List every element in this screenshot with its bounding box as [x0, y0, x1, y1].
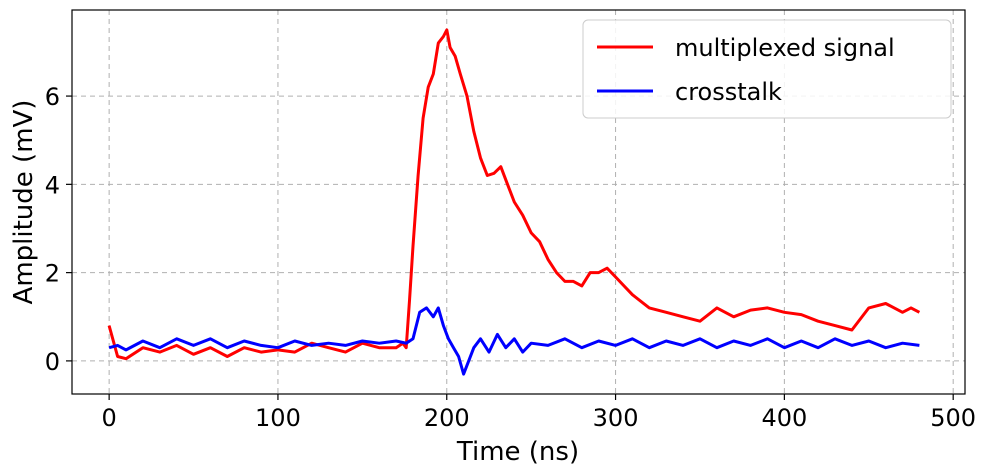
- x-tick-label: 400: [761, 404, 807, 432]
- ticks: 0 100 200 300 400 500 0 2 4 6: [45, 83, 976, 432]
- x-axis-label: Time (ns): [456, 437, 579, 467]
- legend-box: [582, 19, 952, 119]
- y-tick-label: 0: [45, 348, 60, 376]
- plot-frame: [71, 9, 966, 395]
- series-line-multiplexed-signal: [107, 28, 921, 361]
- x-tick-label: 500: [930, 404, 976, 432]
- y-tick-label: 4: [45, 171, 60, 199]
- y-tick-label: 2: [45, 260, 60, 288]
- series-line-crosstalk: [108, 306, 920, 376]
- legend: multiplexed signal crosstalk: [582, 19, 952, 119]
- legend-label-multiplexed-signal: multiplexed signal: [675, 34, 895, 62]
- x-tick-label: 300: [593, 404, 639, 432]
- y-tick-label: 6: [45, 83, 60, 111]
- legend-label-crosstalk: crosstalk: [675, 78, 782, 106]
- x-tick-label: 200: [424, 404, 470, 432]
- y-axis-label: Amplitude (mV): [9, 100, 39, 305]
- x-tick-label: 100: [255, 404, 301, 432]
- series-layer: [107, 28, 921, 376]
- x-tick-label: 0: [101, 404, 116, 432]
- grid: [72, 10, 965, 394]
